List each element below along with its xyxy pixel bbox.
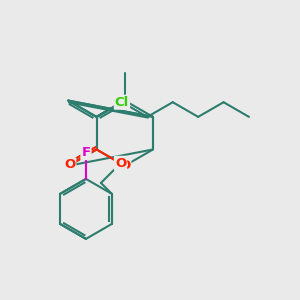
Text: Cl: Cl <box>115 96 129 109</box>
Text: O: O <box>119 159 130 172</box>
Text: O: O <box>64 158 75 172</box>
Text: O: O <box>115 157 126 170</box>
Text: F: F <box>81 146 91 159</box>
